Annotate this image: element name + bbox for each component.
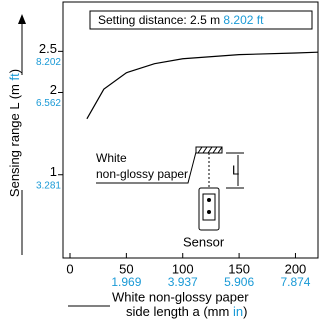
sensor-face	[203, 194, 215, 220]
y-label-part: Sensing range L (m	[7, 80, 22, 197]
sensor-label: Sensor	[183, 234, 225, 249]
y-label-part: )	[7, 69, 22, 73]
x-axis-label: White non-glossy paper	[112, 289, 249, 304]
y2-tick-label: 8.202	[36, 57, 61, 68]
annotation-ft: 8.202 ft	[223, 13, 264, 27]
sensor-lens	[207, 198, 211, 202]
curve	[87, 52, 318, 119]
y2-tick-label: 6.562	[36, 98, 61, 109]
plot-frame	[63, 2, 318, 258]
x2-tick-label: 5.906	[224, 275, 254, 289]
sensor-lens	[207, 210, 211, 214]
annotation-text: Setting distance: 2.5 m	[98, 13, 223, 27]
annotation: Setting distance: 2.5 m 8.202 ft	[98, 13, 264, 27]
x-axis-label: side length a (mm in)	[126, 304, 247, 319]
x2-tick-label: 3.937	[168, 275, 198, 289]
x-label-part: )	[243, 304, 247, 319]
y-tick-label: 2	[50, 82, 57, 97]
x2-tick-label: 7.874	[280, 275, 310, 289]
x-tick-label: 0	[66, 261, 73, 276]
y-tick-label: 2.5	[39, 41, 57, 56]
y2-tick-label: 3.281	[36, 180, 61, 191]
arrow-head	[18, 14, 26, 24]
chart: Setting distance: 2.5 m 8.202 ft Sensing…	[0, 0, 319, 319]
y-axis-label: Sensing range L (m ft)	[7, 69, 22, 197]
x2-tick-label: 1.969	[111, 275, 141, 289]
distance-label: L	[232, 162, 239, 177]
target-label: non-glossy paper	[96, 167, 188, 181]
x-label-in: in	[233, 304, 243, 319]
x-label-part: side length a (mm	[126, 304, 233, 319]
target-label: White	[96, 151, 127, 165]
y-tick-label: 1	[50, 164, 57, 179]
